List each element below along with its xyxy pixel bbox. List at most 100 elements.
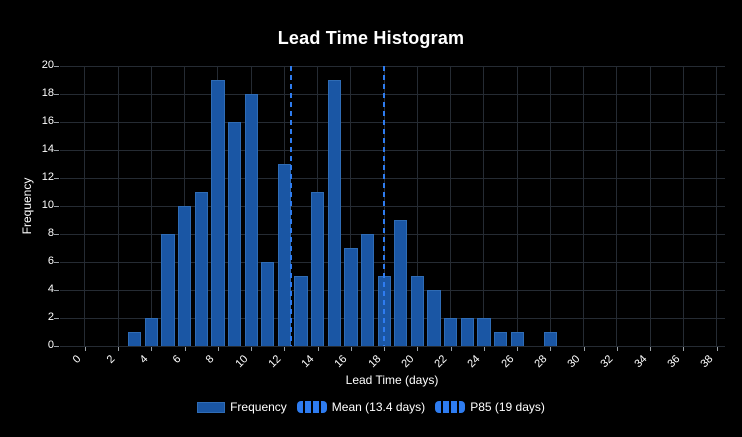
histogram-bar: [360, 234, 375, 346]
histogram-bar: [510, 332, 524, 346]
histogram-bar: [311, 192, 325, 346]
y-tick-label: 0: [47, 339, 54, 351]
y-tick-label: 8: [47, 227, 54, 239]
x-tick-mark: [550, 347, 552, 351]
x-tick-label: 12: [266, 353, 284, 371]
h-gridline: [60, 345, 725, 347]
v-gridline: [583, 66, 585, 346]
h-gridline: [60, 317, 725, 319]
v-gridline: [649, 66, 651, 346]
histogram-bar: [427, 290, 441, 346]
histogram-bar: [227, 122, 242, 346]
histogram-bar: [394, 220, 408, 346]
histogram-bar: [344, 248, 358, 346]
x-tick-label: 18: [365, 353, 384, 371]
x-tick-label: 14: [299, 353, 317, 371]
histogram-bar: [460, 318, 474, 346]
y-tick-mark: [54, 122, 59, 123]
histogram-bar: [327, 80, 341, 346]
x-tick-label: 10: [232, 353, 251, 371]
plot-area: [60, 65, 725, 347]
x-tick-label: 8: [203, 353, 217, 366]
histogram-bar: [194, 192, 208, 346]
v-gridline: [84, 66, 86, 346]
y-tick-label: 14: [41, 143, 54, 155]
x-tick-label: 34: [631, 353, 650, 371]
x-tick-label: 22: [432, 353, 450, 371]
v-gridline: [416, 66, 418, 346]
h-gridline: [60, 205, 725, 207]
y-tick-mark: [54, 290, 59, 291]
legend-label-mean: Mean (13.4 days): [331, 400, 426, 414]
histogram-bar: [277, 164, 292, 346]
legend-label-frequency: Frequency: [230, 400, 287, 414]
h-gridline: [60, 65, 725, 67]
y-tick-mark: [54, 206, 59, 207]
y-tick-mark: [54, 150, 59, 151]
x-tick-label: 30: [565, 353, 583, 371]
x-tick-mark: [350, 347, 352, 351]
legend-item-mean: Mean (13.4 days): [296, 400, 426, 414]
histogram-bar: [211, 80, 225, 346]
histogram-bar: [493, 332, 508, 346]
x-tick-mark: [184, 347, 186, 351]
v-gridline: [616, 66, 618, 346]
x-tick-label: 0: [70, 353, 84, 366]
y-tick-mark: [54, 346, 59, 347]
x-tick-mark: [251, 347, 253, 351]
y-tick-label: 4: [47, 283, 54, 295]
legend-label-p85: P85 (19 days): [470, 400, 545, 414]
v-gridline: [682, 66, 684, 346]
v-gridline: [450, 66, 452, 346]
p85-line: [383, 66, 386, 346]
h-gridline: [60, 93, 725, 95]
histogram-bar: [477, 318, 491, 346]
x-tick-mark: [517, 347, 519, 351]
y-tick-mark: [54, 318, 59, 319]
histogram-bar: [178, 206, 192, 346]
x-tick-mark: [583, 347, 585, 351]
x-tick-label: 26: [498, 353, 517, 371]
x-tick-mark: [616, 347, 618, 351]
x-tick-label: 4: [137, 353, 151, 366]
v-gridline: [516, 66, 518, 346]
x-tick-mark: [417, 347, 419, 351]
x-tick-label: 38: [698, 353, 716, 371]
v-gridline: [350, 66, 352, 346]
x-tick-label: 28: [532, 353, 550, 371]
v-gridline: [150, 66, 152, 346]
x-tick-mark: [650, 347, 652, 351]
y-tick-mark: [54, 234, 59, 235]
legend: Frequency Mean (13.4 days) P85 (19 days): [0, 400, 742, 414]
y-tick-mark: [54, 94, 59, 95]
mean-line: [290, 66, 293, 346]
x-tick-mark: [716, 347, 718, 351]
h-gridline: [60, 233, 725, 235]
v-gridline: [549, 66, 551, 346]
h-gridline: [60, 289, 725, 291]
y-tick-label: 10: [41, 199, 54, 211]
x-tick-mark: [151, 347, 153, 351]
histogram-bar: [244, 94, 258, 346]
y-tick-label: 6: [47, 255, 54, 267]
y-tick-mark: [54, 178, 59, 179]
x-tick-mark: [84, 347, 86, 351]
histogram-bar: [128, 332, 142, 346]
x-tick-mark: [450, 347, 452, 351]
v-gridline: [483, 66, 485, 346]
x-tick-label: 24: [465, 353, 483, 371]
frequency-swatch-icon: [197, 401, 226, 413]
x-tick-mark: [118, 347, 120, 351]
p85-dashed-line-icon: [435, 401, 466, 413]
y-tick-label: 12: [41, 171, 54, 183]
x-tick-label: 36: [665, 353, 683, 371]
histogram-bar: [144, 318, 159, 346]
x-tick-mark: [683, 347, 685, 351]
x-tick-label: 16: [332, 353, 350, 371]
x-axis-title: Lead Time (days): [345, 373, 439, 387]
x-tick-mark: [384, 347, 386, 351]
y-tick-label: 20: [41, 59, 54, 71]
histogram-bar: [261, 262, 275, 346]
h-gridline: [60, 177, 725, 179]
